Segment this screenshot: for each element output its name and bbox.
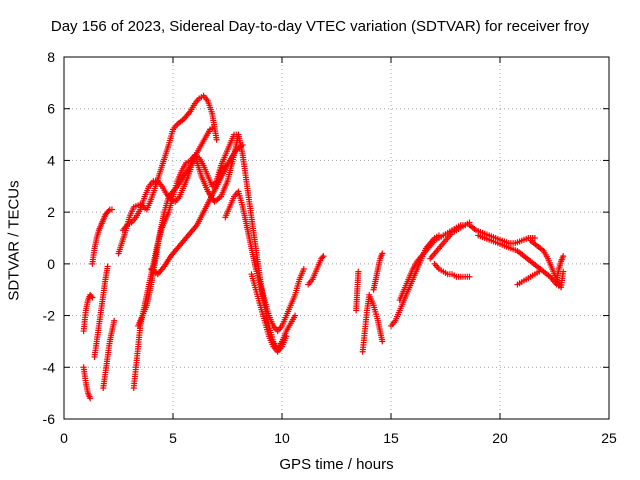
data-point — [466, 273, 473, 280]
x-tick-label: 5 — [169, 430, 177, 446]
x-tick-label: 0 — [60, 430, 68, 446]
y-tick-label: 4 — [47, 152, 55, 168]
data-point — [355, 268, 362, 275]
series-arc-p — [359, 291, 386, 355]
x-tick-label: 10 — [274, 430, 290, 446]
y-tick-label: 0 — [47, 256, 55, 272]
x-tick-label: 20 — [492, 430, 508, 446]
series-arc-u — [431, 260, 473, 280]
data-point — [283, 333, 290, 340]
data-point — [213, 136, 220, 143]
data-point — [108, 206, 115, 213]
series-arc-l — [222, 188, 307, 335]
series-arc-f — [115, 92, 220, 257]
data-point — [319, 254, 326, 261]
series-arc-m — [248, 271, 290, 355]
series-arc-i — [119, 123, 218, 234]
data-point — [88, 293, 95, 300]
data-point — [211, 123, 218, 130]
series-arc-t — [427, 219, 473, 262]
data-point — [379, 250, 386, 257]
chart-title: Day 156 of 2023, Sidereal Day-to-day VTE… — [50, 18, 590, 35]
series-arc-y — [514, 268, 543, 288]
axis-ticks: 0 5 10 15 20 25 -6 -4 -2 0 2 4 6 8 — [43, 49, 617, 446]
data-point — [379, 338, 386, 345]
x-axis-label: GPS time / hours — [279, 456, 394, 473]
y-tick-label: -6 — [43, 411, 56, 427]
series-arc-e — [100, 317, 118, 391]
y-tick-label: 8 — [47, 49, 55, 65]
y-tick-label: -4 — [43, 359, 56, 375]
data-point — [89, 294, 96, 301]
series-arc-d — [91, 263, 111, 360]
y-axis-label: SDTVAR / TECUs — [5, 180, 23, 301]
x-tick-label: 15 — [383, 430, 399, 446]
series-arc-o — [353, 268, 362, 314]
data-point — [531, 235, 538, 241]
data-point — [292, 312, 299, 319]
series-arc-j — [148, 141, 246, 278]
data-point — [300, 266, 307, 273]
data-point — [111, 317, 118, 324]
data-point — [536, 268, 543, 275]
series-arc-q — [370, 250, 386, 293]
data-point — [104, 263, 111, 270]
data-points — [80, 92, 567, 402]
plot-frame — [63, 56, 610, 420]
series-arc-r — [388, 232, 442, 329]
data-point — [320, 253, 327, 260]
data-point — [105, 207, 112, 214]
y-tick-label: -2 — [43, 308, 56, 324]
series-arc-z — [553, 253, 567, 283]
series-arc-k — [213, 131, 299, 353]
data-point — [560, 253, 567, 260]
x-tick-label: 25 — [601, 430, 617, 446]
y-tick-label: 6 — [47, 101, 55, 117]
series-arc-a — [80, 364, 94, 402]
series-arc-b — [80, 291, 96, 335]
data-point — [87, 395, 94, 402]
series-arc-n — [305, 253, 327, 288]
y-tick-label: 2 — [47, 204, 55, 220]
series-arc-c — [89, 206, 115, 267]
